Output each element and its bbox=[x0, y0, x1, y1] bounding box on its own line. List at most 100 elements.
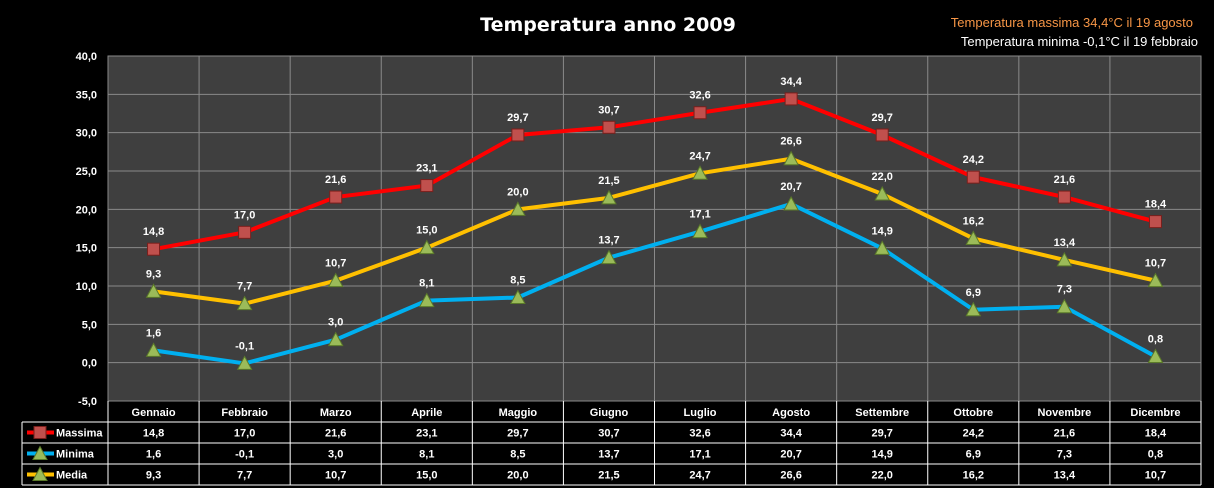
data-point bbox=[875, 128, 889, 142]
data-point bbox=[784, 92, 798, 106]
table-cell: 23,1 bbox=[416, 428, 437, 440]
table-cell: -0,1 bbox=[235, 449, 254, 461]
table-cell: 20,0 bbox=[507, 470, 528, 482]
data-point bbox=[1057, 190, 1071, 204]
data-point bbox=[1056, 298, 1073, 314]
data-label: 21,5 bbox=[598, 175, 619, 187]
data-point bbox=[1147, 272, 1164, 288]
min-temp-note: Temperatura minima -0,1°C il 19 febbraio bbox=[961, 34, 1198, 49]
category-label: Maggio bbox=[499, 407, 538, 419]
table-cell: 24,2 bbox=[963, 428, 984, 440]
category-label: Giugno bbox=[590, 407, 629, 419]
table-cell: 32,6 bbox=[689, 428, 710, 440]
data-label: 21,6 bbox=[325, 174, 346, 186]
data-label: 22,0 bbox=[871, 171, 892, 183]
table-cell: 34,4 bbox=[780, 428, 802, 440]
data-point bbox=[602, 120, 616, 134]
table-cell: 7,7 bbox=[237, 470, 252, 482]
data-point bbox=[1148, 215, 1162, 229]
data-point bbox=[238, 225, 252, 239]
category-label: Febbraio bbox=[221, 407, 268, 419]
data-point bbox=[874, 240, 891, 255]
data-point bbox=[601, 189, 617, 205]
legend-marker bbox=[33, 426, 47, 439]
series-line-massima bbox=[153, 96, 1156, 252]
table-cell: 15,0 bbox=[416, 470, 437, 482]
data-point bbox=[601, 249, 617, 265]
table-cell: 13,4 bbox=[1054, 470, 1076, 482]
data-point bbox=[420, 179, 434, 193]
data-label: 13,7 bbox=[598, 235, 619, 247]
data-point bbox=[418, 292, 435, 308]
table-cell: 24,7 bbox=[689, 470, 710, 482]
legend-marker bbox=[32, 466, 48, 481]
data-label: 32,6 bbox=[689, 90, 710, 102]
table-cell: 14,8 bbox=[143, 428, 164, 440]
table-cell: 9,3 bbox=[146, 470, 161, 482]
table-cell: 30,7 bbox=[598, 428, 619, 440]
legend-label: Massima bbox=[56, 428, 103, 440]
data-label: 14,8 bbox=[143, 226, 164, 238]
series-layer: 14,8 17,0 21,6 23,1 29,7 30,7 32,6 34,4 29,7 24,2… bbox=[143, 76, 1167, 370]
data-label: 24,2 bbox=[963, 154, 984, 166]
data-label: 24,7 bbox=[689, 150, 710, 162]
data-point bbox=[783, 195, 799, 211]
data-point bbox=[145, 342, 162, 357]
data-label: 17,1 bbox=[689, 209, 710, 221]
data-label: 10,7 bbox=[325, 258, 346, 270]
table-cell: 21,5 bbox=[598, 470, 619, 482]
data-label: 20,7 bbox=[780, 181, 801, 193]
data-point bbox=[147, 242, 161, 256]
data-label: -0,1 bbox=[235, 340, 254, 352]
series-line-media bbox=[153, 156, 1156, 306]
table-cell: 29,7 bbox=[871, 428, 892, 440]
y-tick-label: 10,0 bbox=[76, 281, 97, 293]
data-point bbox=[874, 185, 891, 201]
data-point bbox=[327, 272, 344, 288]
table-cell: 16,2 bbox=[963, 470, 984, 482]
table-cell: 13,7 bbox=[598, 449, 619, 461]
table-cell: 1,6 bbox=[146, 449, 161, 461]
data-point bbox=[966, 170, 980, 184]
data-point bbox=[692, 165, 708, 180]
data-point bbox=[1056, 251, 1073, 267]
data-label: 3,0 bbox=[328, 317, 343, 329]
category-label: Agosto bbox=[772, 407, 810, 419]
data-point bbox=[329, 190, 343, 204]
data-label: 7,7 bbox=[237, 281, 252, 293]
y-tick-label: 30,0 bbox=[76, 128, 97, 140]
table-cell: 6,9 bbox=[966, 449, 981, 461]
data-label: 29,7 bbox=[507, 112, 528, 124]
data-label: 29,7 bbox=[871, 112, 892, 124]
category-label: Dicembre bbox=[1130, 407, 1180, 419]
table-cell: 17,0 bbox=[234, 428, 255, 440]
table-cell: 7,3 bbox=[1057, 449, 1072, 461]
table-cell: 20,7 bbox=[780, 449, 801, 461]
y-tick-label: 25,0 bbox=[76, 166, 97, 178]
table-cell: 8,5 bbox=[510, 449, 525, 461]
data-point bbox=[236, 295, 253, 311]
category-label: Ottobre bbox=[953, 407, 993, 419]
y-tick-label: 0,0 bbox=[82, 358, 97, 370]
category-label: Gennaio bbox=[132, 407, 176, 419]
y-tick-label: 15,0 bbox=[76, 243, 97, 255]
data-label: 16,2 bbox=[963, 215, 984, 227]
data-label: 26,6 bbox=[780, 136, 801, 148]
data-point bbox=[510, 289, 526, 304]
data-label: 8,5 bbox=[510, 275, 525, 287]
data-point bbox=[327, 331, 344, 347]
data-label: 17,0 bbox=[234, 209, 255, 221]
y-axis: 40,0 35,0 30,0 25,0 20,0 15,0 10,0 5,0 0,0 -5,0 bbox=[76, 51, 97, 408]
data-label: 23,1 bbox=[416, 163, 437, 175]
table-cell: 26,6 bbox=[780, 470, 801, 482]
data-label: 20,0 bbox=[507, 186, 528, 198]
chart-title: Temperatura anno 2009 bbox=[480, 14, 736, 36]
data-point bbox=[692, 223, 708, 239]
table-cell: 29,7 bbox=[507, 428, 528, 440]
data-point bbox=[418, 239, 435, 255]
data-label: 1,6 bbox=[146, 327, 161, 339]
table-cell: 14,9 bbox=[871, 449, 892, 461]
table-cell: 10,7 bbox=[325, 470, 346, 482]
data-label: 18,4 bbox=[1145, 199, 1167, 211]
